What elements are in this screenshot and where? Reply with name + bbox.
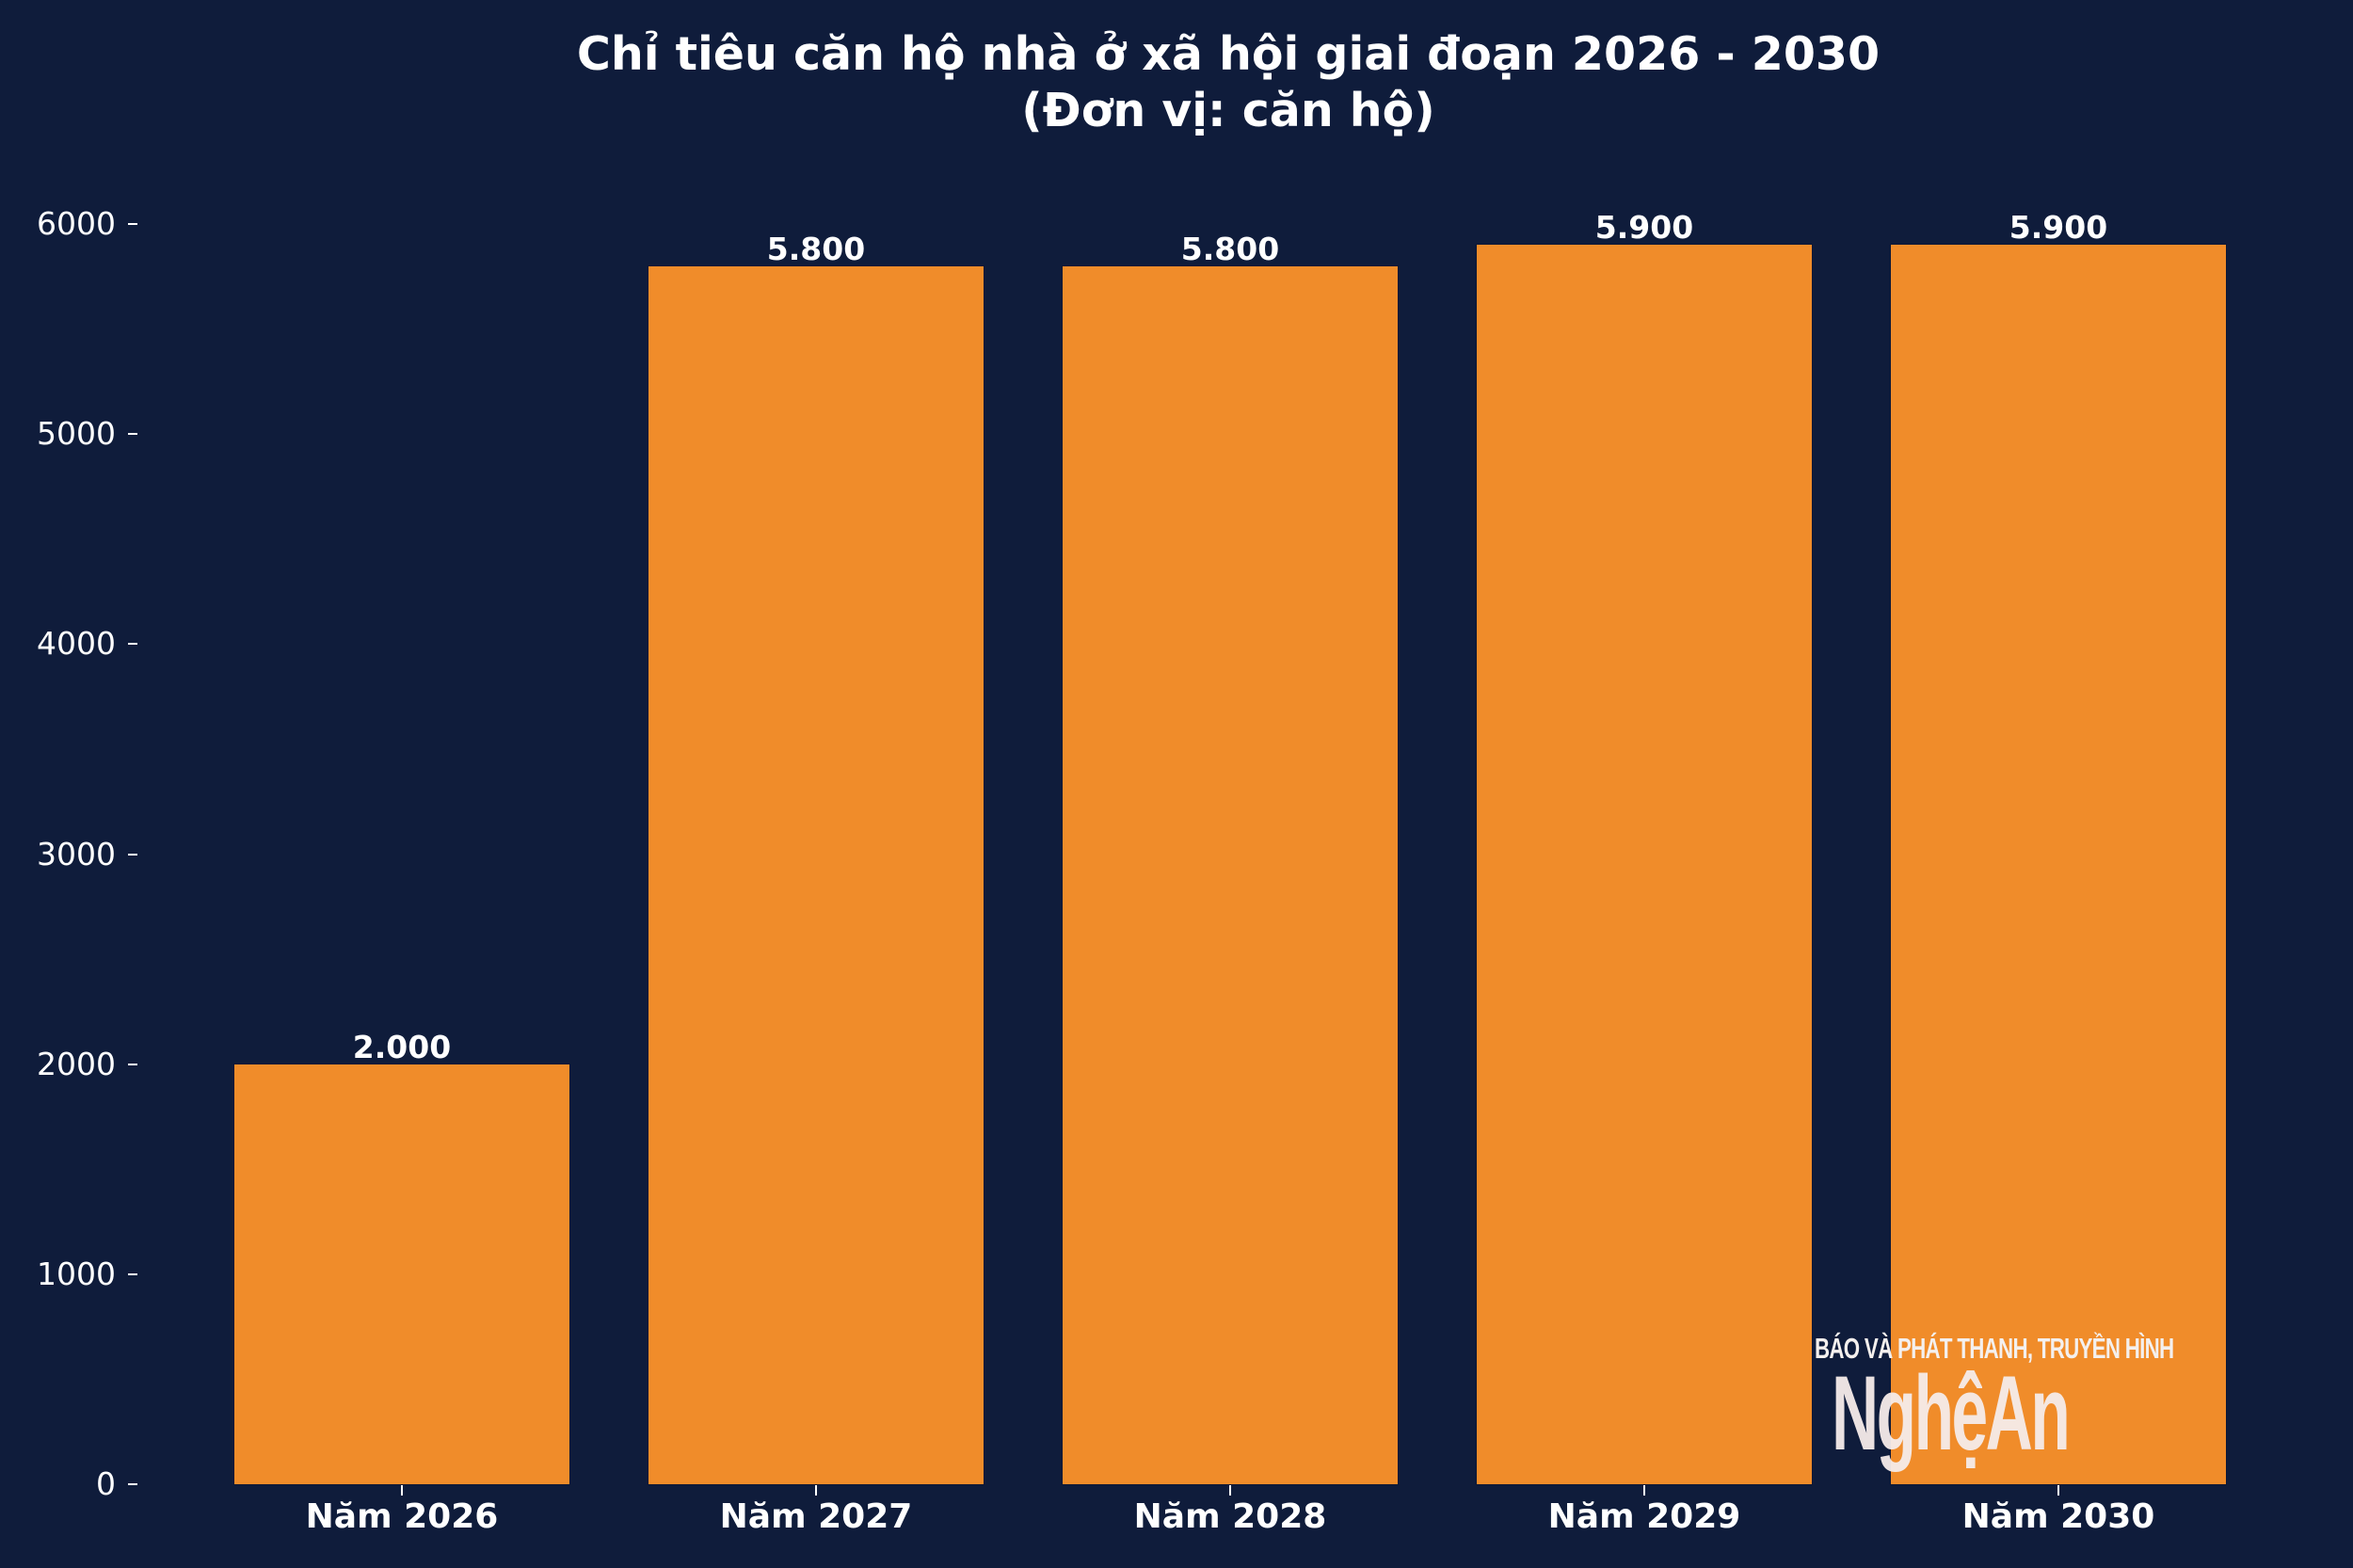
y-tick-label: 5000 [37, 415, 116, 453]
bar-value-label: 5.800 [766, 230, 866, 267]
watermark-brand: NghệAn [1832, 1354, 2071, 1472]
y-tick-label: 3000 [37, 835, 116, 872]
x-tick-mark [2057, 1485, 2059, 1496]
bar-value-label: 2.000 [352, 1028, 452, 1065]
chart-title: Chỉ tiêu căn hộ nhà ở xã hội giai đoạn 2… [0, 26, 2353, 139]
bar [234, 1064, 569, 1484]
bar-value-label: 5.800 [1180, 230, 1280, 267]
bar [1063, 265, 1398, 1484]
y-tick-label: 6000 [37, 205, 116, 242]
y-tick-mark [128, 1483, 137, 1485]
x-tick-mark [401, 1485, 403, 1496]
y-tick-mark [128, 223, 137, 225]
y-tick-label: 0 [96, 1465, 116, 1502]
y-tick-mark [128, 433, 137, 436]
x-tick-label: Năm 2026 [305, 1497, 499, 1536]
bar-value-label: 5.900 [1594, 209, 1694, 247]
watermark-tagline: BÁO VÀ PHÁT THANH, TRUYỀN HÌNH [1815, 1332, 2174, 1365]
y-tick-label: 4000 [37, 625, 116, 663]
chart-title-main: Chỉ tiêu căn hộ nhà ở xã hội giai đoạn 2… [576, 27, 1881, 81]
x-tick-label: Năm 2027 [719, 1497, 913, 1536]
y-tick-label: 1000 [37, 1255, 116, 1292]
x-tick-mark [815, 1485, 817, 1496]
x-tick-mark [1643, 1485, 1645, 1496]
bar-value-label: 5.900 [2009, 209, 2108, 247]
bar [1891, 245, 2226, 1484]
y-tick-label: 2000 [37, 1045, 116, 1082]
bar [648, 265, 984, 1484]
x-tick-label: Năm 2029 [1547, 1497, 1741, 1536]
y-tick-mark [128, 853, 137, 856]
x-tick-label: Năm 2030 [1961, 1497, 2155, 1536]
x-tick-mark [1229, 1485, 1231, 1496]
bar [1477, 245, 1812, 1484]
watermark-logo: BÁO VÀ PHÁT THANH, TRUYỀN HÌNH NghệAn [1815, 1332, 2174, 1472]
y-tick-mark [128, 1063, 137, 1065]
x-tick-label: Năm 2028 [1133, 1497, 1327, 1536]
y-tick-mark [128, 1272, 137, 1275]
y-tick-mark [128, 643, 137, 646]
chart-subtitle: (Đơn vị: căn hộ) [1021, 84, 1435, 137]
